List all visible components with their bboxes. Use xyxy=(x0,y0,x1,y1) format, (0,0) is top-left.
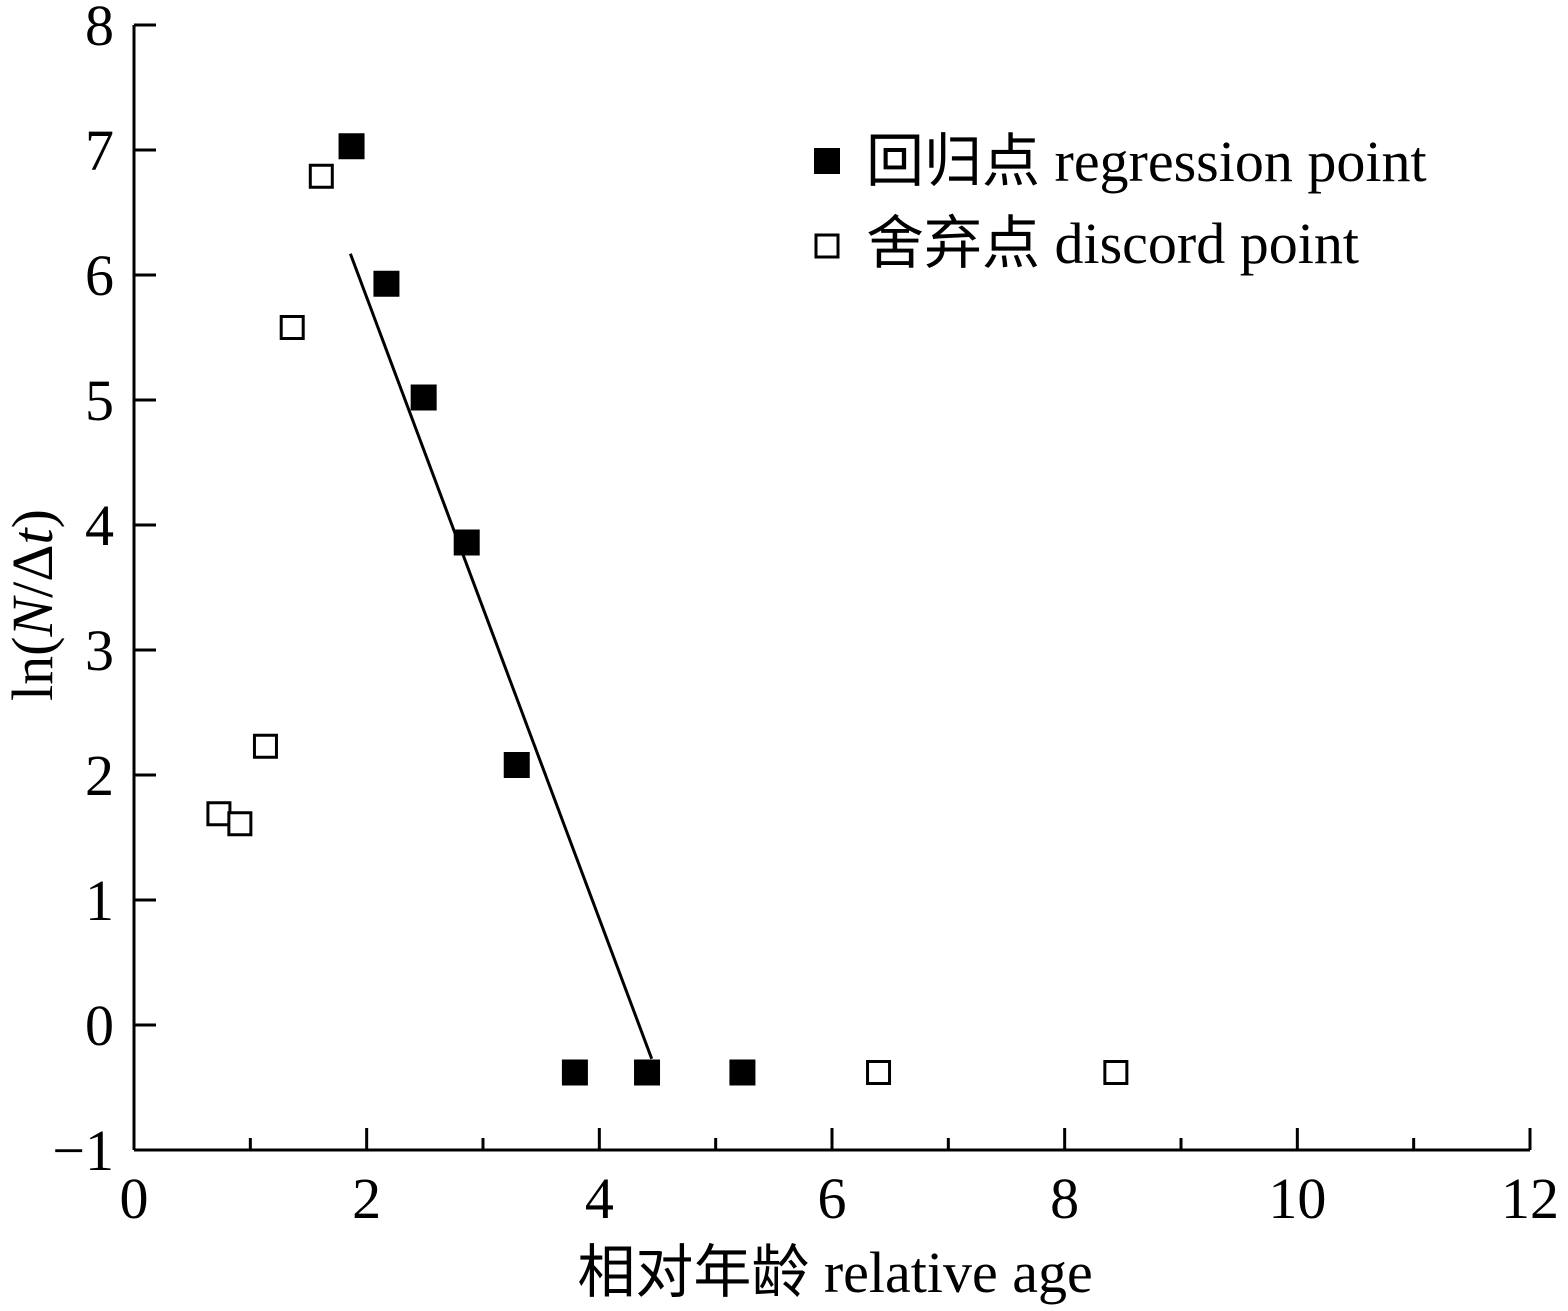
discord-point xyxy=(227,811,253,837)
x-tick-label: 10 xyxy=(1268,1166,1326,1231)
regression-point xyxy=(561,1059,588,1086)
regression-point xyxy=(338,133,365,160)
y-tick-label: 1 xyxy=(85,868,114,933)
y-tick-label: 8 xyxy=(85,0,114,58)
discord-point xyxy=(308,163,334,189)
regression-point xyxy=(373,270,400,297)
legend-discord-marker xyxy=(814,233,840,259)
x-tick-label: 6 xyxy=(818,1166,847,1231)
discord-point xyxy=(1103,1060,1129,1085)
legend-regression-marker xyxy=(814,148,840,174)
y-axis-ticks: −1 0 1 2 3 4 5 6 7 8 xyxy=(52,0,156,1183)
y-axis-title-part: ln( xyxy=(0,637,65,701)
discord-point xyxy=(279,315,305,340)
x-tick-label: 0 xyxy=(120,1166,149,1231)
x-tick-label: 12 xyxy=(1501,1166,1559,1231)
y-tick-label: 4 xyxy=(85,493,114,558)
legend-discord-label: 舍弃点 discord point xyxy=(866,211,1359,276)
x-tick-label: 8 xyxy=(1050,1166,1079,1231)
y-axis-title-part: /Δ xyxy=(0,544,65,597)
regression-point xyxy=(410,384,437,411)
y-tick-label: 3 xyxy=(85,618,114,683)
legend: 回归点 regression point 舍弃点 discord point xyxy=(814,129,1427,276)
x-axis-title: 相对年龄 relative age xyxy=(577,1240,1092,1305)
regression-fit-line xyxy=(348,253,654,1060)
y-axis-title: ln(N/Δt) xyxy=(0,509,65,701)
y-axis-title-part: t xyxy=(0,526,65,544)
regression-point xyxy=(453,529,480,556)
y-tick-label: 7 xyxy=(85,118,114,183)
discord-point xyxy=(866,1060,892,1085)
data-points xyxy=(206,133,1129,1086)
y-axis-title-part: ) xyxy=(0,509,65,528)
x-axis-ticks: 0 2 4 6 8 10 12 xyxy=(120,1128,1559,1231)
y-axis-title-part: N xyxy=(0,595,65,638)
discord-point xyxy=(206,801,232,827)
regression-point xyxy=(503,752,530,778)
x-tick-label: 2 xyxy=(352,1166,381,1231)
y-tick-label: 6 xyxy=(85,243,114,308)
y-tick-label: 0 xyxy=(85,993,114,1058)
regression-point xyxy=(634,1059,661,1086)
y-tick-label: 5 xyxy=(85,368,114,433)
regression-point xyxy=(729,1059,756,1086)
legend-regression-label: 回归点 regression point xyxy=(866,129,1427,194)
x-tick-label: 4 xyxy=(585,1166,614,1231)
discord-point xyxy=(252,733,278,759)
y-tick-label: 2 xyxy=(85,743,114,808)
y-tick-label: −1 xyxy=(52,1118,114,1183)
